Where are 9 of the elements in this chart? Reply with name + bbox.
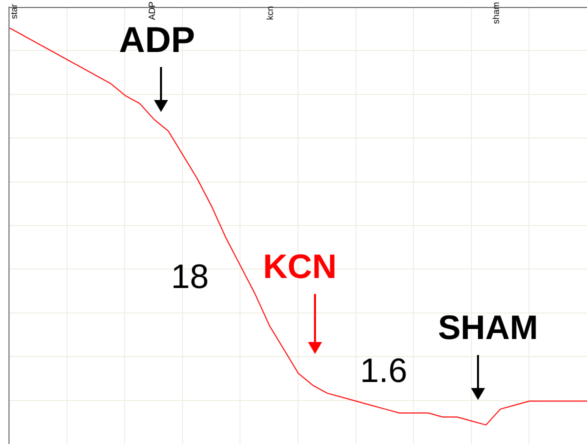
annotation: KCN	[263, 248, 337, 286]
annotation: 1.6	[360, 352, 408, 390]
text: star	[9, 4, 19, 19]
annotation: ADP	[119, 19, 196, 60]
text: ADP	[147, 1, 157, 20]
annotation: 18	[171, 258, 209, 296]
text: sham	[491, 2, 501, 24]
annotation: SHAM	[438, 309, 538, 347]
text: kcn	[265, 6, 275, 20]
